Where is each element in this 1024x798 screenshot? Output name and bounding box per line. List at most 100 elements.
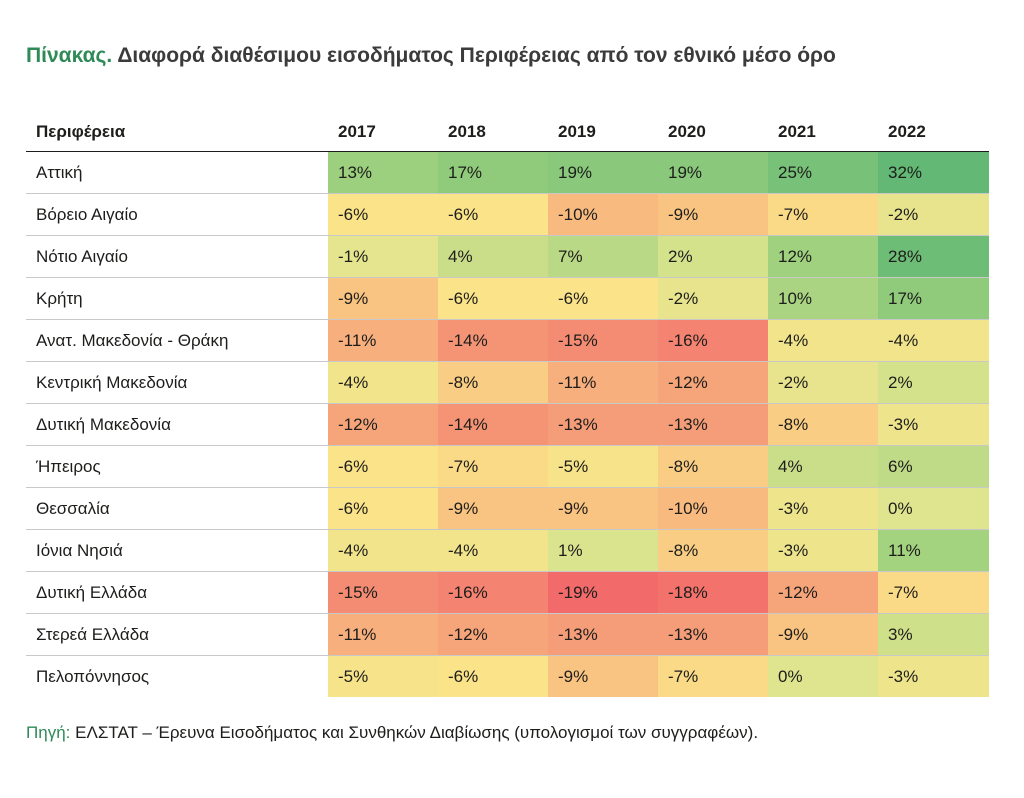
heatmap-cell: -7% [768, 193, 878, 236]
heatmap-cell: -13% [548, 613, 658, 656]
heatmap-cell: -9% [768, 613, 878, 656]
heatmap-cell: 17% [438, 151, 548, 194]
column-header-year: 2022 [878, 113, 989, 152]
region-name: Ιόνια Νησιά [26, 529, 328, 572]
heatmap-cell: 17% [878, 277, 989, 320]
header-row: Περιφέρεια 2017 2018 2019 2020 2021 2022 [26, 113, 989, 152]
column-header-year: 2019 [548, 113, 658, 152]
title-prefix: Πίνακας. [26, 44, 113, 67]
heatmap-cell: 2% [658, 235, 768, 278]
region-name: Ήπειρος [26, 445, 328, 488]
heatmap-cell: 4% [438, 235, 548, 278]
heatmap-cell: -4% [328, 361, 438, 404]
heatmap-cell: 6% [878, 445, 989, 488]
heatmap-cell: -2% [768, 361, 878, 404]
heatmap-cell: -9% [548, 655, 658, 697]
heatmap-cell: 7% [548, 235, 658, 278]
heatmap-cell: -6% [328, 193, 438, 236]
table-row: Θεσσαλία -6% -9% -9% -10% -3% 0% [26, 487, 989, 530]
heatmap-cell: -3% [768, 487, 878, 530]
heatmap-cell: -6% [328, 487, 438, 530]
heatmap-cell: -10% [658, 487, 768, 530]
heatmap-cell: 4% [768, 445, 878, 488]
table-row: Κρήτη -9% -6% -6% -2% 10% 17% [26, 277, 989, 320]
heatmap-cell: -9% [548, 487, 658, 530]
column-header-year: 2020 [658, 113, 768, 152]
heatmap-cell: 19% [548, 151, 658, 194]
heatmap-cell: -6% [438, 193, 548, 236]
region-name: Κεντρική Μακεδονία [26, 361, 328, 404]
column-header-year: 2017 [328, 113, 438, 152]
heatmap-cell: -4% [878, 319, 989, 362]
region-name: Πελοπόννησος [36, 666, 150, 686]
heatmap-cell: -9% [328, 277, 438, 320]
heatmap-cell: -9% [438, 487, 548, 530]
heatmap-cell: -14% [438, 319, 548, 362]
heatmap-cell: -12% [768, 571, 878, 614]
heatmap-cell: 12% [768, 235, 878, 278]
heatmap-cell: -4% [438, 529, 548, 572]
heatmap-cell: -13% [658, 403, 768, 446]
heatmap-cell: 0% [878, 487, 989, 530]
region-name: Κρήτη [26, 277, 328, 320]
heatmap-cell: -15% [328, 571, 438, 614]
region-name: Νότιο Αιγαίο [26, 235, 328, 278]
table-row: Νότιο Αιγαίο -1% 4% 7% 2% 12% 28% [26, 235, 989, 278]
heatmap-cell: -1% [328, 235, 438, 278]
heatmap-cell: -19% [548, 571, 658, 614]
heatmap-cell: -15% [548, 319, 658, 362]
heatmap-cell: -4% [328, 529, 438, 572]
heatmap-cell: 10% [768, 277, 878, 320]
title-text: Διαφορά διαθέσιμου εισοδήματος Περιφέρει… [112, 44, 836, 67]
source-text: ΕΛΣΤΑΤ – Έρευνα Εισοδήματος και Συνθηκών… [70, 723, 759, 742]
region-name: Βόρειο Αιγαίο [26, 193, 328, 236]
heatmap-cell: -13% [548, 403, 658, 446]
heatmap-cell: -13% [658, 613, 768, 656]
table-row: Κεντρική Μακεδονία -4% -8% -11% -12% -2% 2% [26, 361, 989, 404]
heatmap-cell: -8% [658, 529, 768, 572]
table-row: Δυτική Ελλάδα -15% -16% -19% -18% -12% -7% [26, 571, 989, 614]
source-prefix: Πηγή: [26, 723, 71, 742]
column-header-year: 2018 [438, 113, 548, 152]
heatmap-cell: 11% [878, 529, 989, 572]
table-row: Ήπειρος -6% -7% -5% -8% 4% 6% [26, 445, 989, 488]
heatmap-cell: -16% [658, 319, 768, 362]
region-name: Αττική [26, 151, 328, 194]
heatmap-cell: -3% [878, 655, 989, 697]
heatmap-cell: -6% [438, 277, 548, 320]
heatmap-cell: -3% [878, 403, 989, 446]
column-header-region: Περιφέρεια [26, 113, 328, 152]
table-row: Στερεά Ελλάδα -11% -12% -13% -13% -9% 3% [26, 613, 989, 656]
heatmap-cell: -10% [548, 193, 658, 236]
region-name: Ανατ. Μακεδονία - Θράκη [26, 319, 328, 362]
heatmap-cell: -12% [658, 361, 768, 404]
heatmap-table: Περιφέρεια 2017 2018 2019 2020 2021 2022 Αττικ… [26, 113, 989, 697]
heatmap-cell: 0% [768, 655, 878, 697]
heatmap-cell: 13% [328, 151, 438, 194]
heatmap-cell: -5% [328, 655, 438, 697]
heatmap-cell: -7% [438, 445, 548, 488]
heatmap-cell: -11% [328, 319, 438, 362]
table-body: Αττική 13% 17% 19% 19% 25% 32% Βόρειο Αιγαίο -6%… [26, 151, 989, 697]
region-name: Δυτική Μακεδονία [26, 403, 328, 446]
heatmap-cell: 32% [878, 151, 989, 194]
heatmap-cell: -11% [548, 361, 658, 404]
heatmap-cell: -12% [438, 613, 548, 656]
heatmap-cell: -11% [328, 613, 438, 656]
heatmap-cell: 28% [878, 235, 989, 278]
heatmap-cell: 3% [878, 613, 989, 656]
region-name: Δυτική Ελλάδα [26, 571, 328, 614]
heatmap-cell: -6% [438, 655, 548, 697]
table-row: Πελοπόννησος -5% -6% -9% -7% 0% -3% [26, 655, 989, 697]
heatmap-cell: 1% [548, 529, 658, 572]
heatmap-cell: -5% [548, 445, 658, 488]
table-row: Αττική 13% 17% 19% 19% 25% 32% [26, 151, 989, 194]
column-header-year: 2021 [768, 113, 878, 152]
page-title: Πίνακας. Διαφορά διαθέσιμου εισοδήματος … [26, 44, 836, 68]
heatmap-cell: -18% [658, 571, 768, 614]
heatmap-cell: -12% [328, 403, 438, 446]
heatmap-cell: -6% [548, 277, 658, 320]
region-name: Θεσσαλία [26, 487, 328, 530]
heatmap-cell: 19% [658, 151, 768, 194]
heatmap-cell: 2% [878, 361, 989, 404]
